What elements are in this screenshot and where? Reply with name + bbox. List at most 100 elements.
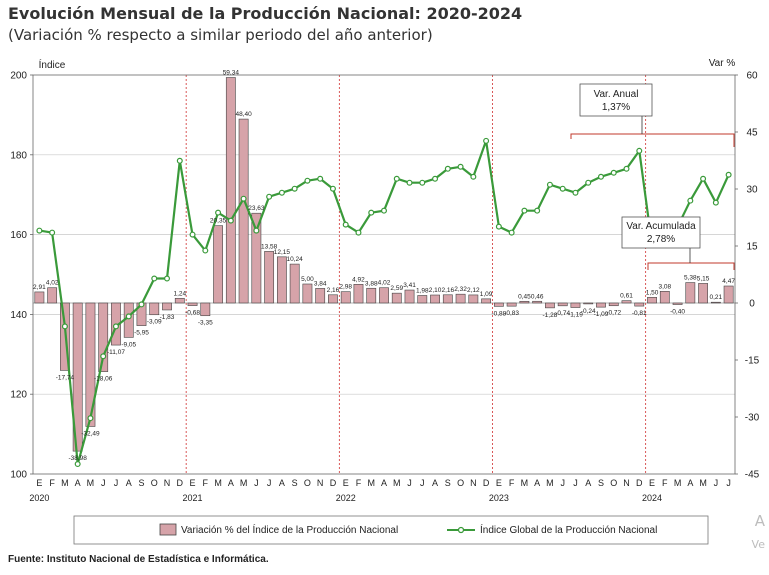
bar-value-label: 5,00 xyxy=(301,276,314,283)
bar xyxy=(583,302,594,305)
page-title: Evolución Mensual de la Producción Nacio… xyxy=(8,4,523,23)
bar xyxy=(225,77,236,304)
bar-value-label: 23,63 xyxy=(248,205,265,212)
bar xyxy=(251,212,262,304)
bar xyxy=(672,302,683,305)
month-tick-label: J xyxy=(114,478,119,488)
bar xyxy=(455,293,466,304)
month-tick-label: M xyxy=(240,478,248,488)
index-point xyxy=(329,185,336,192)
month-tick-label: A xyxy=(228,478,234,488)
legend-bar-label: Variación % del Índice de la Producción … xyxy=(181,523,398,536)
bar-value-label: 2,12 xyxy=(467,287,480,294)
bar-value-label: -17,74 xyxy=(56,374,75,381)
legend-box xyxy=(73,515,709,545)
month-tick-label: J xyxy=(573,478,578,488)
month-tick-label: O xyxy=(457,478,464,488)
index-point xyxy=(202,247,209,254)
bar-value-label: 4,02 xyxy=(378,280,391,287)
bar-value-label: 1,50 xyxy=(646,289,659,296)
index-point xyxy=(559,185,566,192)
bar-value-label: -0,24 xyxy=(581,308,596,315)
bar-value-label: -3,35 xyxy=(198,320,213,327)
bar-value-label: -1,09 xyxy=(594,311,609,318)
left-axis-tick-label: 200 xyxy=(10,71,27,82)
month-tick-label: E xyxy=(36,478,42,488)
index-point xyxy=(495,223,502,230)
index-point xyxy=(61,323,68,330)
bar-value-label: 10,24 xyxy=(287,256,304,263)
month-tick-label: A xyxy=(687,478,693,488)
month-tick-label: M xyxy=(61,478,69,488)
bar xyxy=(430,294,440,304)
axes-layer: 100 120 140 160 180 200 Índice -45 -30 -15 0 15 30 45… xyxy=(10,58,759,503)
bar-value-label: 3,08 xyxy=(658,283,671,290)
bar xyxy=(85,302,96,427)
month-tick-label: A xyxy=(126,478,132,488)
bar xyxy=(289,263,300,304)
month-tick-label: F xyxy=(203,478,209,488)
index-point xyxy=(700,175,707,182)
legend-line-marker xyxy=(457,526,465,534)
bar xyxy=(315,288,326,304)
bar xyxy=(47,287,58,304)
index-point xyxy=(470,173,477,180)
index-point xyxy=(725,171,732,178)
bar xyxy=(519,300,530,304)
index-point xyxy=(278,189,285,196)
bar xyxy=(710,301,721,304)
month-tick-label: S xyxy=(598,478,604,488)
index-point xyxy=(483,137,490,144)
bar-value-label: -0,83 xyxy=(504,310,519,317)
bar-value-label: -0,68 xyxy=(185,310,200,317)
month-tick-label: M xyxy=(521,478,529,488)
bar-value-label: -38,98 xyxy=(68,455,87,462)
year-tick-label: 2021 xyxy=(183,493,203,503)
plot-frame xyxy=(32,74,736,475)
index-point xyxy=(432,175,439,182)
index-point xyxy=(253,227,260,234)
bar-value-label: 2,10 xyxy=(429,287,442,294)
month-tick-label: D xyxy=(330,478,337,488)
month-tick-label: M xyxy=(674,478,682,488)
index-point xyxy=(610,169,617,176)
bar-value-label: 2,59 xyxy=(390,285,403,292)
bar xyxy=(621,300,632,304)
bar xyxy=(608,302,619,307)
month-tick-label: M xyxy=(367,478,375,488)
bar xyxy=(659,290,670,304)
bar-value-label: 0,45 xyxy=(518,293,531,300)
right-axis-tick-label: -45 xyxy=(745,470,760,481)
bar-value-label: 12,15 xyxy=(274,249,291,256)
bar-value-label: 5,38 xyxy=(684,275,697,282)
bar xyxy=(34,291,45,304)
bar xyxy=(98,302,109,372)
bar xyxy=(149,302,160,316)
legend-bar-swatch xyxy=(159,523,177,536)
month-tick-label: D xyxy=(177,478,184,488)
bar xyxy=(379,287,389,304)
month-tick-label: A xyxy=(534,478,540,488)
bar xyxy=(276,256,287,304)
bar xyxy=(340,291,351,304)
index-point xyxy=(636,147,643,154)
index-point xyxy=(291,185,298,192)
bar-value-label: 1,24 xyxy=(173,290,186,297)
month-tick-label: N xyxy=(623,478,630,488)
legend: Variación % del Índice de la Producción … xyxy=(73,515,709,545)
bar xyxy=(481,298,492,304)
bar-value-label: -32,49 xyxy=(81,430,100,437)
month-tick-label: J xyxy=(254,478,259,488)
index-point xyxy=(49,229,56,236)
bar-value-label: -3,09 xyxy=(147,319,162,326)
right-axis-tick-label: 30 xyxy=(746,185,758,196)
bar xyxy=(174,297,185,304)
bar-value-label: -11,07 xyxy=(107,349,125,356)
left-axis-title: Índice xyxy=(39,58,66,71)
month-tick-label: J xyxy=(714,478,719,488)
bar-value-label: -0,88 xyxy=(491,310,506,317)
bar xyxy=(506,302,517,307)
index-point xyxy=(240,195,247,202)
bar-value-label: 2,16 xyxy=(441,287,454,294)
index-point xyxy=(176,157,183,164)
